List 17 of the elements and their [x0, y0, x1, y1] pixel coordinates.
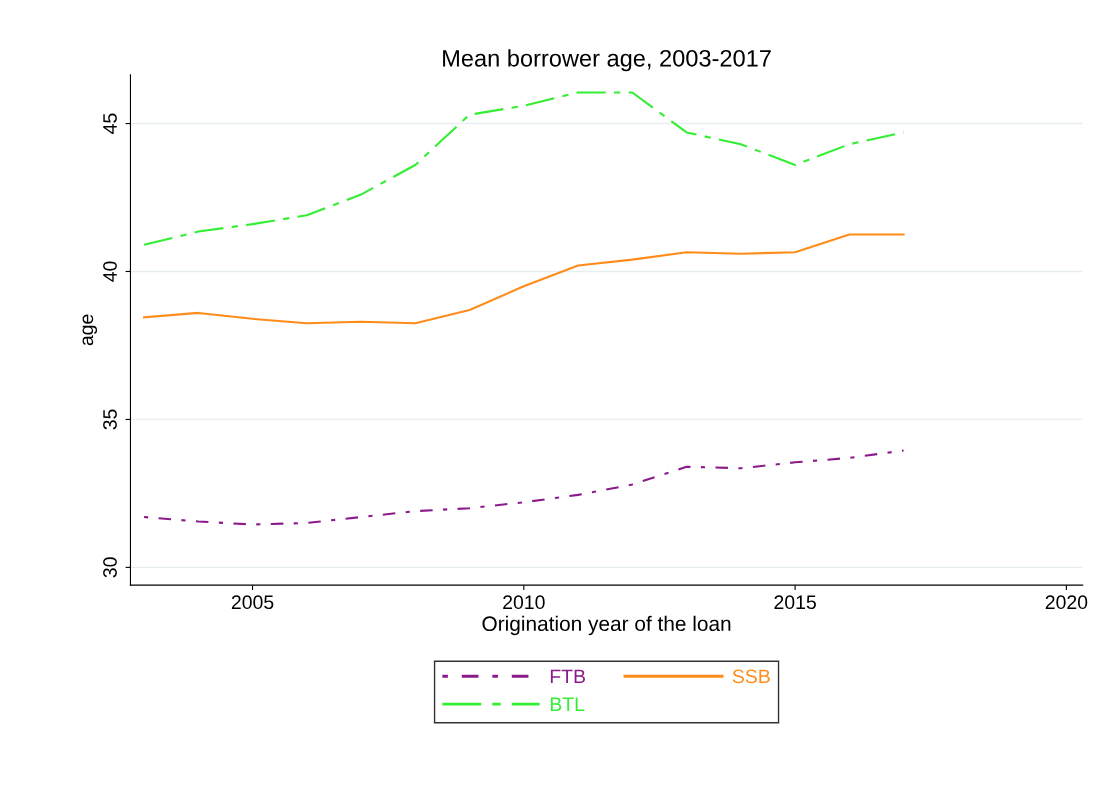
line-series — [142, 449, 905, 526]
y-tick-label: 35 — [103, 409, 117, 430]
x-axis-title: Origination year of the loan — [482, 615, 731, 636]
y-tick-label: 30 — [103, 557, 117, 578]
x-tick-label: 2005 — [231, 595, 274, 610]
x-tick-label: 2020 — [1045, 595, 1088, 610]
text: BTL — [550, 697, 585, 711]
y-tick-label: 40 — [103, 261, 117, 282]
x-tick-label: 2010 — [503, 595, 545, 610]
line-series — [142, 91, 905, 246]
chart-title: Mean borrower age, 2003-2017 — [443, 49, 771, 72]
text: FTB — [550, 669, 585, 684]
y-tick-label: 45 — [103, 113, 117, 134]
line-series — [142, 233, 905, 325]
x-tick-label: 2015 — [774, 595, 816, 610]
text: SSB — [732, 669, 770, 684]
y-axis-title: age — [82, 314, 98, 346]
